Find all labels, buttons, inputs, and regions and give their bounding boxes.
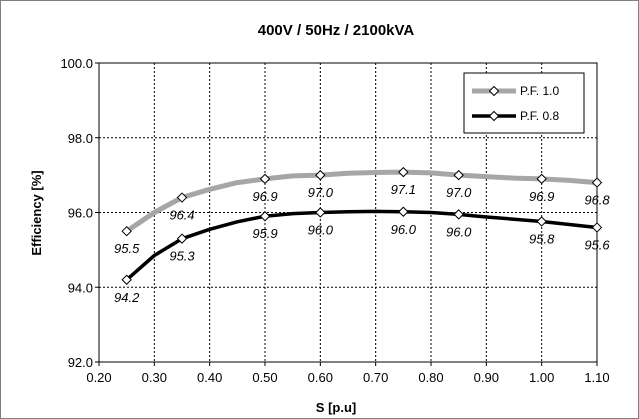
data-point-marker	[536, 173, 547, 185]
tick-labels: 0.20 0.30 0.40 0.50 0.60 0.70 0.80 0.90 1.00 1.10…	[60, 56, 609, 385]
data-label: 95.6	[584, 237, 610, 252]
x-tick-label: 0.50	[252, 370, 277, 385]
data-point-marker	[259, 173, 271, 185]
x-tick-label: 0.20	[86, 370, 111, 385]
x-tick-label: 1.10	[584, 370, 609, 385]
y-axis-label: Efficiency [%]	[29, 170, 44, 255]
x-tick-label: 0.80	[418, 370, 443, 385]
data-label: 96.0	[446, 224, 472, 239]
data-label: 96.9	[252, 189, 277, 204]
data-point-marker	[176, 233, 188, 244]
data-label: 96.0	[308, 223, 334, 238]
data-point-marker	[121, 225, 132, 237]
data-point-marker	[315, 207, 326, 218]
y-tick-label: 94.0	[68, 280, 93, 295]
data-point-marker	[591, 222, 603, 233]
data-label: 96.0	[391, 222, 417, 237]
series-line-pf-1-0	[124, 169, 600, 234]
y-tick-label: 92.0	[68, 355, 93, 370]
x-tick-label: 0.60	[308, 370, 333, 385]
data-point-marker	[453, 209, 464, 220]
data-label: 95.8	[529, 231, 555, 246]
data-label: 97.1	[391, 182, 416, 197]
data-label: 94.2	[114, 290, 140, 305]
legend: P.F. 1.0 P.F. 0.8	[463, 72, 585, 134]
legend-entry-label: P.F. 1.0	[520, 84, 559, 98]
data-point-marker	[453, 169, 464, 181]
x-tick-label: 0.30	[142, 370, 167, 385]
data-point-marker	[176, 192, 188, 203]
data-label: 95.5	[114, 241, 140, 256]
data-point-marker	[536, 216, 547, 227]
data-label: 96.9	[529, 189, 554, 204]
series-layer	[121, 166, 603, 285]
data-point-marker	[121, 274, 132, 285]
data-label: 96.8	[584, 193, 610, 208]
x-tick-label: 1.00	[529, 370, 554, 385]
data-label: 97.0	[308, 185, 334, 200]
data-point-marker	[259, 211, 271, 222]
series-line-pf-0-8	[124, 209, 599, 282]
x-tick-label: 0.70	[363, 370, 388, 385]
data-label: 95.3	[169, 249, 195, 264]
legend-entry-label: P.F. 0.8	[520, 109, 559, 123]
data-label: 95.9	[252, 226, 277, 241]
data-point-marker	[315, 169, 326, 181]
data-point-marker	[398, 166, 409, 178]
data-point-marker	[398, 206, 409, 217]
y-tick-label: 96.0	[68, 206, 93, 221]
data-labels: 95.5 96.4 96.9 97.0 97.1 97.0 96.9 96.8 94.2 95.3…	[114, 182, 610, 305]
data-label: 96.4	[169, 208, 194, 223]
legend-swatch-marker	[488, 110, 500, 122]
data-label: 97.0	[446, 185, 472, 200]
x-tick-label: 0.90	[474, 370, 499, 385]
x-tick-label: 0.40	[197, 370, 222, 385]
data-point-marker	[591, 177, 603, 188]
y-tick-label: 100.0	[60, 56, 93, 71]
x-axis-label: S [p.u]	[316, 400, 356, 415]
chart-title: 400V / 50Hz / 2100kVA	[258, 22, 415, 39]
y-tick-label: 98.0	[68, 131, 93, 146]
legend-swatch-marker	[488, 85, 500, 97]
legend-box	[463, 72, 585, 134]
